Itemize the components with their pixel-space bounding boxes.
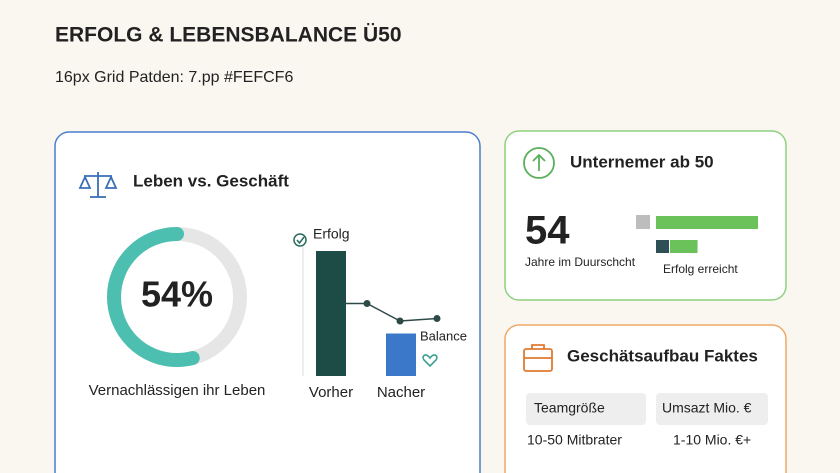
card-title: Unternemer ab 50 xyxy=(570,152,714,171)
bar-label: Balance xyxy=(420,328,467,343)
bar-label: Erfolg erreicht xyxy=(663,262,738,276)
table-header: Umsazt Mio. € xyxy=(662,400,752,416)
donut-label: 54% xyxy=(141,274,213,315)
trend-point xyxy=(396,317,404,325)
trend-line xyxy=(346,302,438,322)
legend-square xyxy=(656,240,669,253)
trend-point xyxy=(433,315,441,322)
heart-icon xyxy=(422,354,438,368)
page-title: ERFOLG & LEBENSBALANCE Ü50 xyxy=(55,24,402,47)
arrow-icon xyxy=(523,147,555,179)
table-cell: 10-50 Mitbrater xyxy=(527,432,622,448)
table-header-cell xyxy=(656,393,768,425)
donut-arc xyxy=(107,227,247,367)
trend-point xyxy=(363,300,371,307)
big-number-caption: Jahre im Duurschcht xyxy=(525,255,636,269)
progress-bar xyxy=(670,240,698,253)
check-icon xyxy=(293,233,307,247)
card-title: Geschätsaufbau Faktes xyxy=(567,346,758,365)
bar xyxy=(386,333,416,376)
card-title: Leben vs. Geschäft xyxy=(133,171,289,190)
bar-label: Erfolg xyxy=(313,226,350,242)
big-number: 54 xyxy=(525,209,570,253)
x-tick-label: Nacher xyxy=(377,384,425,401)
progress-bar xyxy=(656,216,758,229)
scale-icon xyxy=(78,172,118,198)
donut-caption: Vernachlässigen ihr Leben xyxy=(89,382,266,399)
arrow-icon-glyph xyxy=(532,153,546,171)
table-header: Teamgröße xyxy=(534,400,605,416)
balance-card xyxy=(54,131,481,473)
table-header-cell xyxy=(526,393,646,425)
table-cell: 1-10 Mio. €+ xyxy=(673,432,751,448)
briefcase-icon xyxy=(523,344,553,372)
x-tick-label: Vorher xyxy=(309,384,353,401)
bar xyxy=(316,251,346,376)
page-subtitle: 16px Grid Patden: 7.pp #FEFCF6 xyxy=(55,69,293,86)
legend-square xyxy=(636,215,650,229)
